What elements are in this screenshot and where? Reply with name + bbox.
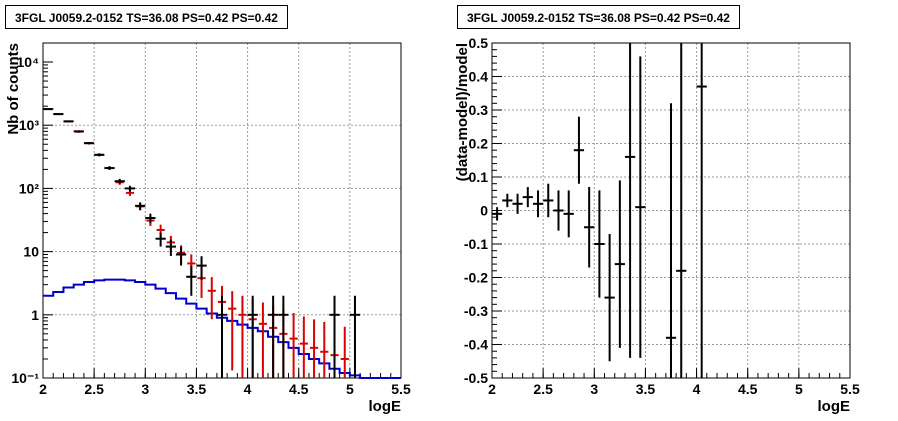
y-tick-label: 1 [31,307,39,323]
residual-point [676,43,687,378]
y-tick-label: -0.3 [464,303,488,319]
red-data-point [207,277,216,320]
red-data-point [238,295,247,378]
y-tick-label: -0.2 [464,270,488,286]
y-axis-label: (data-model)/model [454,43,471,181]
x-tick-label: 3 [141,381,149,397]
y-tick-label: 10⁻¹ [11,370,39,386]
x-tick-label: 2.5 [84,381,104,397]
y-tick-label: 0.3 [469,102,489,118]
x-tick-label: 5.5 [391,381,411,397]
black-data-point [124,185,136,192]
residual-point [614,180,625,348]
black-data-point [73,130,84,133]
x-tick-label: 5.5 [840,381,860,397]
black-data-point [114,178,125,184]
x-tick-label: 4.5 [738,381,758,397]
black-data-point [104,166,115,171]
x-tick-label: 2 [488,381,496,397]
black-data-point [278,295,289,378]
y-tick-label: 0.1 [469,169,489,185]
y-tick-label: -0.1 [464,236,488,252]
x-tick-label: 3 [590,381,598,397]
residual-point [594,190,605,298]
black-data-point [83,141,95,145]
y-axis-label: Nb of counts [5,43,22,135]
right-chart-svg: 2 2.5 3 3.5 4 4.5 5 5.5 -0.5 -0.4 -0.3 -0.2 -0.1 0 0.1… [454,35,860,415]
x-tick-label: 4 [244,381,252,397]
x-tick-label: 2.5 [533,381,553,397]
residual-point [492,207,503,221]
residual-point [635,56,646,358]
black-data-point [216,295,228,378]
y-tick-label: -0.4 [464,337,488,353]
y-tick-label: 0.5 [469,35,489,51]
right-pad: 3FGL J0059.2-0152 TS=36.08 PS=0.42 PS=0.… [449,0,898,421]
y-tick-label: 10³ [19,117,40,133]
black-data-point [135,202,146,210]
black-data-point [155,232,166,247]
black-data-point [349,295,361,378]
residual-point [522,187,533,208]
residual-point [512,193,523,214]
black-data-point [186,265,197,296]
x-tick-label: 5 [346,381,354,397]
red-data-point [258,302,268,378]
black-data-point [63,120,74,123]
x-tick-label: 5 [795,381,803,397]
left-chart-svg: 2 2.5 3 3.5 4 4.5 5 5.5 10⁻¹ 1 10 10² 10³ 10⁴ logE Nb o… [5,42,411,415]
residual-point [553,190,564,231]
red-data-point [299,316,308,378]
x-tick-label: 2 [39,381,47,397]
left-pad: 3FGL J0059.2-0152 TS=36.08 PS=0.42 PS=0.… [5,5,411,415]
black-data-point [329,295,340,378]
y-tick-label: 0.4 [469,69,489,85]
y-tick-label: 10⁴ [17,54,40,70]
black-data-point [247,295,258,378]
residual-point [696,43,707,378]
residual-point [532,190,544,218]
residual-point [584,187,595,268]
x-axis-label: logE [818,398,851,415]
x-tick-label: 4 [693,381,701,397]
residual-point [502,193,513,208]
y-tick-label: 0 [480,203,488,219]
x-axis-label: logE [369,398,402,415]
x-tick-label: 3.5 [636,381,656,397]
red-data-point [289,312,298,378]
y-tick-label: 10² [19,180,40,196]
residual-point [573,116,585,184]
residual-point [665,103,677,378]
red-data-point [320,321,329,378]
residual-point [624,43,636,358]
residual-point [543,183,554,218]
y-tick-label: 10 [23,244,39,260]
y-tick-label: -0.5 [464,370,488,386]
y-tick-label: 0.2 [469,136,489,152]
red-data-point [340,326,349,378]
black-data-point [175,246,187,266]
red-data-point [309,319,319,378]
left-chart-title: 3FGL J0059.2-0152 TS=36.08 PS=0.42 PS=0.… [5,5,288,29]
x-tick-label: 3.5 [187,381,207,397]
black-data-point [43,108,54,111]
residual-point [604,233,615,362]
black-data-point [53,113,64,116]
black-data-point [196,256,207,281]
black-data-point [268,295,279,378]
black-data-point [145,213,156,224]
black-data-point [94,153,105,157]
residual-point [563,190,574,238]
right-chart-title: 3FGL J0059.2-0152 TS=36.08 PS=0.42 PS=0.… [457,5,740,29]
x-tick-label: 4.5 [289,381,309,397]
red-data-point [228,291,237,371]
black-data-point [165,239,176,256]
